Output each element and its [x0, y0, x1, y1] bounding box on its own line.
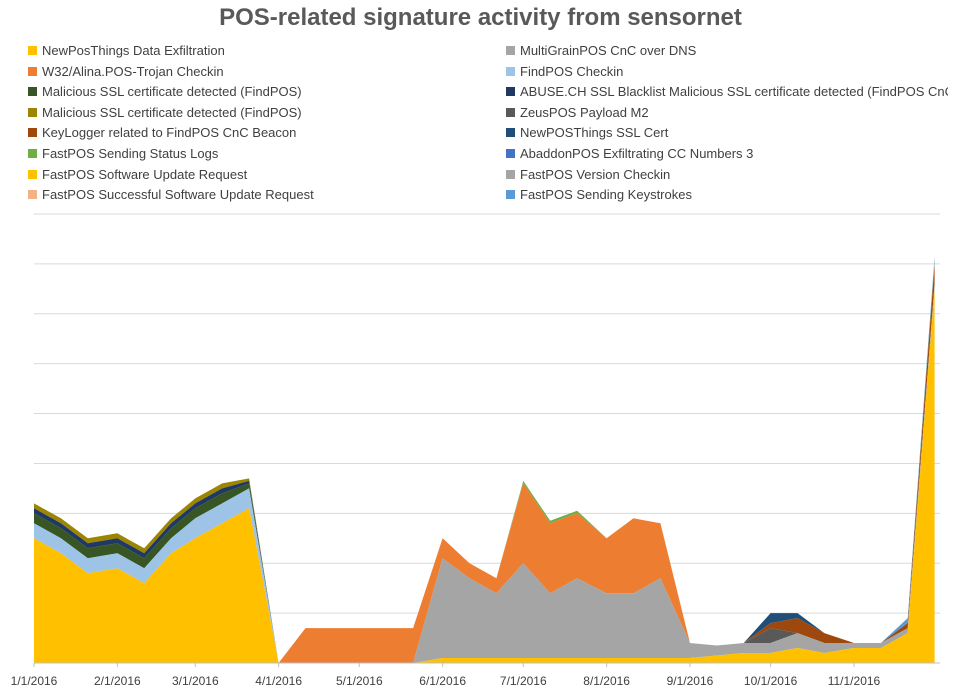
chart-title: POS-related signature activity from sens…: [219, 4, 742, 31]
legend-item: ABUSE.CH SSL Blacklist Malicious SSL cer…: [506, 84, 948, 104]
legend-item: FastPOS Version Checkin: [506, 167, 948, 187]
legend-label: NewPosThings Data Exfiltration: [42, 43, 225, 58]
x-tick-label: 1/1/2016: [11, 674, 58, 688]
legend-item: FastPOS Software Update Request: [28, 167, 498, 187]
legend-swatch: [506, 169, 515, 179]
x-tick-label: 4/1/2016: [255, 674, 302, 688]
legend-swatch: [28, 46, 37, 56]
legend-label: MultiGrainPOS CnC over DNS: [520, 43, 697, 58]
legend-label: W32/Alina.POS-Trojan Checkin: [42, 63, 224, 79]
legend-swatch: [506, 107, 515, 117]
legend-label: ZeusPOS Payload M2: [520, 104, 649, 120]
legend-swatch: [506, 66, 515, 76]
legend-swatch: [506, 46, 515, 56]
area-series: [34, 283, 935, 663]
legend-label: FastPOS Successful Software Update Reque…: [42, 187, 314, 203]
legend-item: ZeusPOS Payload M2: [506, 105, 948, 125]
legend-swatch: [28, 149, 37, 159]
legend-item: FastPOS Successful Software Update Reque…: [28, 187, 498, 207]
legend-item: Malicious SSL certificate detected (Find…: [28, 105, 498, 125]
x-axis: 1/1/2016 2/1/2016 3/1/2016 4/1/2016 5/1/2016…: [11, 662, 940, 688]
legend-label: AbaddonPOS Exfiltrating CC Numbers 3: [520, 146, 754, 161]
legend-label: FastPOS Software Update Request: [42, 166, 248, 182]
x-tick-label: 6/1/2016: [419, 674, 466, 688]
legend-swatch: [506, 149, 515, 159]
x-tick-label: 2/1/2016: [94, 674, 141, 688]
legend-swatch: [506, 87, 515, 97]
legend-item: FastPOS Sending Keystrokes: [506, 187, 948, 207]
legend-item: MultiGrainPOS CnC over DNS: [506, 43, 948, 63]
x-tick-label: 10/1/2016: [744, 674, 798, 688]
legend-label: ABUSE.CH SSL Blacklist Malicious SSL cer…: [520, 84, 948, 100]
x-tick-label: 8/1/2016: [583, 674, 630, 688]
legend-swatch: [506, 190, 515, 200]
x-tick-label: 11/1/2016: [828, 674, 881, 688]
legend-swatch: [28, 87, 37, 97]
legend-label: FastPOS Sending Keystrokes: [520, 187, 692, 203]
legend-item: FastPOS Sending Status Logs: [28, 146, 498, 166]
legend-item: W32/Alina.POS-Trojan Checkin: [28, 64, 498, 84]
x-tick-label: 3/1/2016: [172, 674, 219, 688]
legend-item: FindPOS Checkin: [506, 64, 948, 84]
legend-swatch: [28, 107, 37, 117]
area-series: [34, 288, 935, 663]
x-tick-label: 5/1/2016: [336, 674, 383, 688]
legend-item: KeyLogger related to FindPOS CnC Beacon: [28, 125, 498, 145]
legend-item: AbaddonPOS Exfiltrating CC Numbers 3: [506, 146, 948, 166]
legend-label: NewPOSThings SSL Cert: [520, 125, 669, 141]
legend-swatch: [28, 169, 37, 179]
area-series-group: [34, 256, 935, 663]
legend: NewPosThings Data Exfiltration MultiGrain…: [28, 43, 948, 213]
legend-swatch: [28, 128, 37, 138]
legend-item: NewPOSThings SSL Cert: [506, 125, 948, 145]
legend-label: FastPOS Version Checkin: [520, 166, 671, 182]
legend-label: FindPOS Checkin: [520, 63, 624, 79]
legend-label: KeyLogger related to FindPOS CnC Beacon: [42, 125, 297, 141]
legend-swatch: [506, 128, 515, 138]
legend-label: Malicious SSL certificate detected (Find…: [42, 104, 302, 120]
legend-label: FastPOS Sending Status Logs: [42, 146, 219, 161]
legend-item: Malicious SSL certificate detected (Find…: [28, 84, 498, 104]
legend-label: Malicious SSL certificate detected (Find…: [42, 84, 302, 100]
legend-item: NewPosThings Data Exfiltration: [28, 43, 498, 63]
x-tick-label: 9/1/2016: [667, 674, 714, 688]
legend-swatch: [28, 66, 37, 76]
legend-swatch: [28, 190, 37, 200]
x-tick-label: 7/1/2016: [500, 674, 547, 688]
